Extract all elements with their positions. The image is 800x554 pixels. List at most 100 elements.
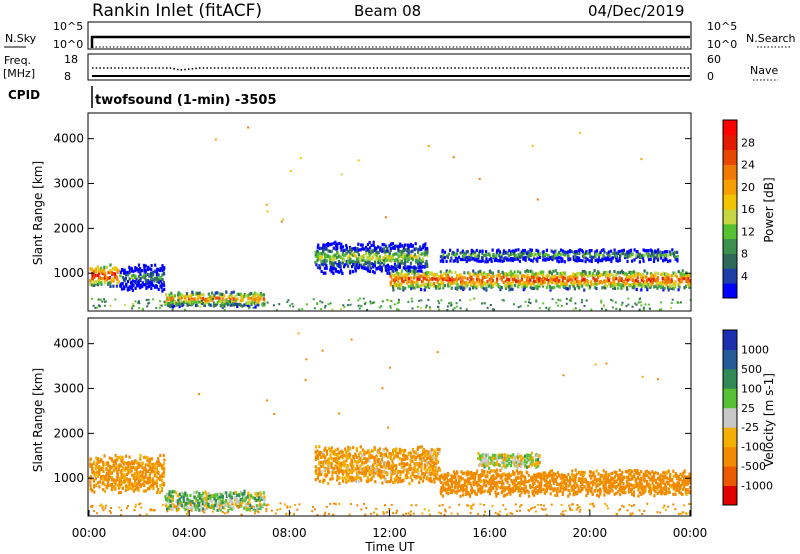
heatmap-cell (519, 252, 522, 256)
heatmap-cell (585, 250, 588, 254)
heatmap-cell (423, 467, 426, 471)
heatmap-cell (357, 248, 360, 252)
heatmap-cell (653, 257, 656, 261)
heatmap-cell (556, 493, 559, 497)
heatmap-cell (509, 270, 512, 274)
heatmap-cell (465, 485, 468, 489)
heatmap-cell (386, 271, 389, 275)
heatmap-cell (322, 248, 325, 252)
heatmap-cell (674, 272, 677, 276)
heatmap-cell (148, 465, 151, 469)
heatmap-cell (449, 248, 452, 252)
heatmap-cell (418, 247, 421, 251)
heatmap-cell (456, 485, 459, 489)
heatmap-cell (622, 283, 625, 287)
heatmap-cell (359, 451, 362, 455)
heatmap-cell (152, 273, 155, 277)
heatmap-cell (155, 466, 158, 470)
heatmap-cell (465, 471, 468, 475)
heatmap-cell (122, 271, 126, 275)
heatmap-cell (438, 477, 441, 482)
heatmap-cell (350, 249, 353, 253)
heatmap-cell (492, 486, 495, 490)
heatmap-cell (506, 477, 509, 481)
heatmap-cell (506, 473, 509, 477)
heatmap-cell (605, 274, 608, 278)
heatmap-cell (107, 462, 110, 467)
heatmap-cell (390, 474, 393, 478)
heatmap-cell (442, 286, 445, 290)
heatmap-cell (253, 498, 256, 502)
heatmap-cell (413, 268, 416, 272)
heatmap-cell (146, 481, 149, 485)
heatmap-cell (127, 286, 130, 290)
heatmap-cell (232, 491, 235, 495)
heatmap-cell (609, 281, 612, 285)
heatmap-cell (558, 250, 561, 254)
heatmap-cell (429, 452, 432, 456)
heatmap-cell (393, 480, 396, 484)
heatmap-cell (379, 476, 382, 480)
heatmap-cell (396, 302, 399, 305)
heatmap-cell (559, 489, 562, 493)
heatmap-cell (377, 473, 380, 477)
heatmap-cell (420, 469, 423, 473)
heatmap-cell (536, 474, 539, 478)
heatmap-cell (109, 304, 112, 307)
heatmap-cell (211, 291, 214, 295)
heatmap-cell (413, 286, 416, 290)
heatmap-cell (509, 252, 513, 256)
heatmap-cell (574, 281, 577, 285)
heatmap-cell (542, 258, 545, 262)
heatmap-cell (155, 272, 158, 277)
heatmap-cell (676, 254, 679, 259)
heatmap-cell (424, 282, 427, 286)
heatmap-cell (126, 270, 129, 274)
heatmap-cell (162, 281, 165, 285)
heatmap-cell (366, 480, 369, 484)
heatmap-cell (162, 481, 165, 485)
heatmap-cell (472, 278, 475, 282)
heatmap-cell (577, 248, 581, 252)
heatmap-cell (542, 302, 545, 305)
heatmap-cell (491, 248, 494, 252)
heatmap-cell (170, 291, 173, 295)
heatmap-cell (624, 272, 627, 276)
heatmap-cell (154, 466, 157, 470)
heatmap-cell (590, 308, 593, 311)
heatmap-cell (429, 454, 432, 458)
heatmap-cell (508, 476, 511, 480)
heatmap-cell (653, 253, 656, 257)
heatmap-cell (597, 281, 600, 285)
heatmap-cell (410, 286, 413, 291)
heatmap-cell (117, 467, 120, 471)
heatmap-cell (147, 487, 150, 491)
heatmap-cell (118, 486, 121, 490)
heatmap-cell (643, 281, 647, 285)
heatmap-cell (391, 274, 395, 278)
heatmap-cell (369, 266, 372, 270)
heatmap-cell (415, 462, 418, 466)
colorbar-segment (723, 283, 737, 299)
heatmap-cell (477, 281, 480, 285)
heatmap-cell (594, 281, 597, 285)
heatmap-cell (204, 297, 207, 302)
heatmap-cell (425, 304, 428, 307)
heatmap-cell (441, 273, 444, 278)
heatmap-cell (150, 280, 153, 284)
heatmap-cell (517, 489, 520, 493)
heatmap-cell (232, 290, 235, 294)
heatmap-cell (334, 464, 337, 468)
heatmap-cell (173, 304, 176, 308)
heatmap-cell (545, 475, 549, 480)
heatmap-cell (620, 277, 623, 281)
heatmap-cell (595, 249, 598, 253)
heatmap-cell (398, 450, 401, 455)
heatmap-cell (352, 247, 355, 251)
heatmap-cell (362, 467, 365, 471)
heatmap-cell (597, 488, 600, 493)
heatmap-cell (382, 474, 385, 479)
heatmap-cell (644, 303, 647, 306)
heatmap-cell (654, 249, 657, 253)
heatmap-cell (187, 297, 190, 301)
